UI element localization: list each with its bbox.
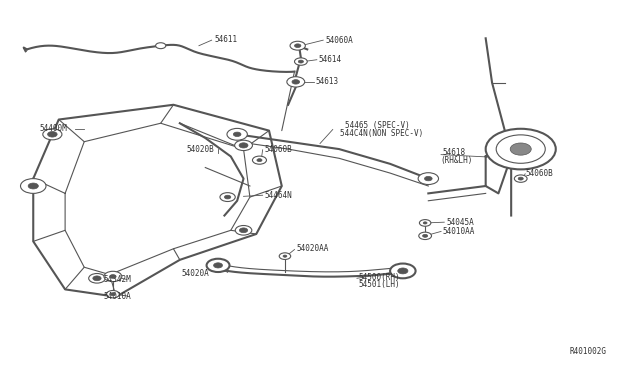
Text: 54400M: 54400M (40, 124, 67, 132)
Circle shape (279, 253, 291, 260)
Circle shape (294, 58, 307, 65)
Text: 544C4N(NON SPEC-V): 544C4N(NON SPEC-V) (340, 129, 424, 138)
Circle shape (423, 222, 427, 224)
Text: (RH&LH): (RH&LH) (440, 156, 473, 166)
Circle shape (20, 179, 46, 193)
Text: 54500(RH): 54500(RH) (358, 273, 400, 282)
Circle shape (106, 291, 119, 298)
Circle shape (93, 276, 101, 281)
Circle shape (236, 225, 252, 235)
Circle shape (220, 193, 236, 202)
Circle shape (89, 273, 105, 283)
Text: 54613: 54613 (316, 77, 339, 86)
Text: 54464N: 54464N (264, 191, 292, 200)
Circle shape (422, 234, 428, 237)
Circle shape (235, 140, 252, 151)
Circle shape (287, 77, 305, 87)
Circle shape (283, 255, 287, 257)
Circle shape (28, 183, 38, 189)
Circle shape (207, 259, 230, 272)
Text: 54501(LH): 54501(LH) (358, 280, 400, 289)
Circle shape (110, 293, 115, 296)
Text: 54020AA: 54020AA (296, 244, 329, 253)
Text: 54045A: 54045A (446, 218, 474, 227)
Circle shape (294, 44, 301, 48)
Circle shape (424, 176, 432, 181)
Circle shape (239, 143, 248, 148)
Circle shape (292, 80, 300, 84)
Circle shape (298, 60, 303, 63)
Circle shape (156, 43, 166, 49)
Circle shape (104, 271, 122, 282)
Text: 54020A: 54020A (181, 269, 209, 278)
Circle shape (510, 143, 531, 155)
Circle shape (486, 129, 556, 169)
Circle shape (109, 275, 116, 278)
Circle shape (418, 173, 438, 185)
Text: 54060B: 54060B (264, 145, 292, 154)
Circle shape (515, 175, 527, 182)
Circle shape (214, 263, 223, 268)
Text: 54614: 54614 (319, 55, 342, 64)
Circle shape (47, 132, 57, 137)
Circle shape (43, 129, 62, 140)
Text: 54020B: 54020B (186, 145, 214, 154)
Text: 54618: 54618 (443, 148, 466, 157)
Circle shape (518, 177, 524, 180)
Circle shape (239, 228, 248, 233)
Circle shape (290, 41, 305, 50)
Text: 54060A: 54060A (325, 36, 353, 45)
Circle shape (252, 156, 266, 164)
Circle shape (397, 268, 408, 274)
Text: 54611: 54611 (214, 35, 237, 44)
Circle shape (419, 232, 431, 240)
Circle shape (419, 219, 431, 226)
Text: 54010AA: 54010AA (443, 227, 476, 236)
Text: 54010A: 54010A (103, 292, 131, 301)
Circle shape (234, 132, 241, 137)
Circle shape (257, 159, 262, 161)
Circle shape (227, 128, 247, 140)
Text: 54465 (SPEC-V): 54465 (SPEC-V) (346, 121, 410, 129)
Circle shape (225, 195, 231, 199)
Text: 54342M: 54342M (103, 275, 131, 284)
Text: R401002G: R401002G (570, 347, 607, 356)
Text: 54060B: 54060B (525, 169, 553, 177)
Circle shape (390, 263, 415, 278)
